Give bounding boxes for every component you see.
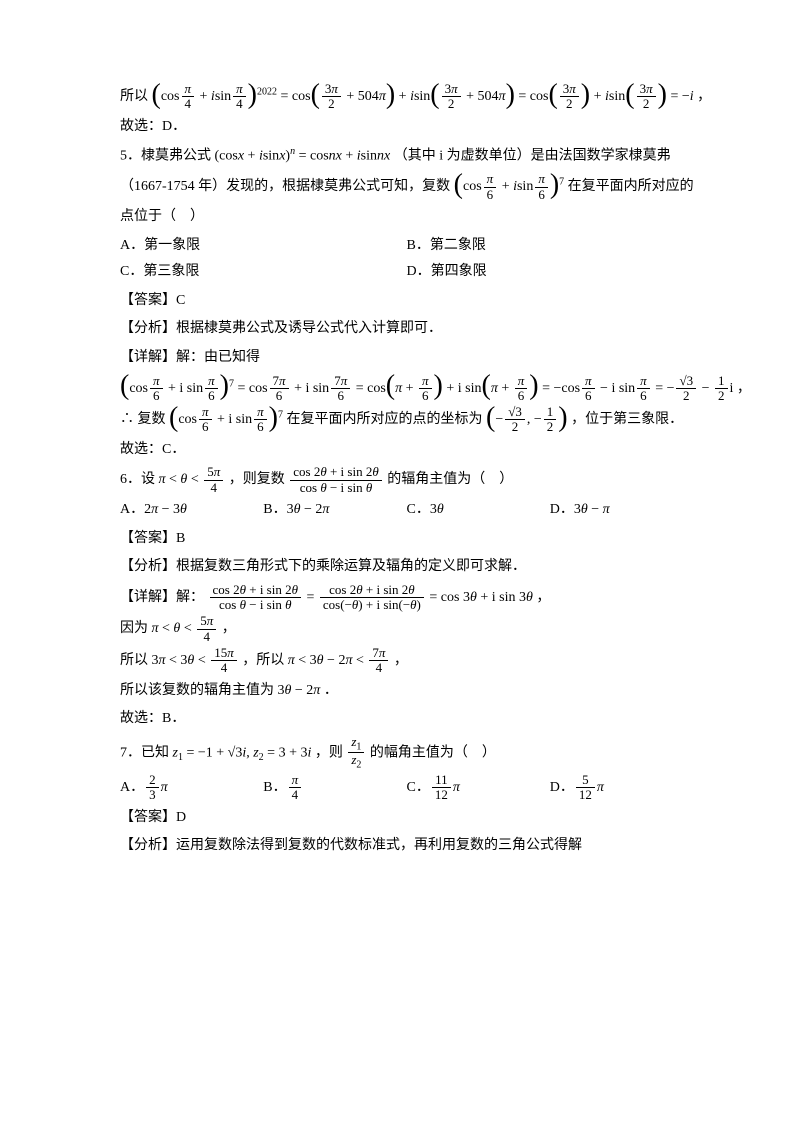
q7-opt-c[interactable]: C．1112π xyxy=(407,773,550,803)
q7-analysis: 【分析】运用复数除法得到复数的代数标准式，再利用复数的三角公式得解 xyxy=(120,833,693,860)
q5-stem3: 点位于（ ） xyxy=(120,204,693,231)
p4-line1: 所以 (cosπ4 + isinπ4)2022 = cos(3π2 + 504π… xyxy=(120,82,693,112)
q7-opt-b[interactable]: B．π4 xyxy=(263,773,406,803)
q5-options: A．第一象限 B．第二象限 C．第三象限 D．第四象限 xyxy=(120,233,693,286)
q5-opt-b[interactable]: B．第二象限 xyxy=(407,233,694,260)
q6-opt-d[interactable]: D．3θ − π xyxy=(550,497,693,524)
q5-answer: 【答案】C xyxy=(120,288,693,315)
q7-opt-d[interactable]: D．512π xyxy=(550,773,693,803)
q6-detail: 【详解】解： cos 2θ + i sin 2θcos θ − i sin θ … xyxy=(120,583,693,613)
q6-so2: 所以该复数的辐角主值为 3θ − 2π ． xyxy=(120,678,693,705)
q6-options: A．2π − 3θ B．3θ − 2π C．3θ D．3θ − π xyxy=(120,497,693,524)
q5-opt-a[interactable]: A．第一象限 xyxy=(120,233,407,260)
q5-detail-calc: (cosπ6 + i sinπ6)7 = cos7π6 + i sin7π6 =… xyxy=(120,374,693,404)
p4-conclusion: 故选：D． xyxy=(120,114,693,141)
p4-exp: 2022 xyxy=(257,86,277,97)
q5-stem1: 5．棣莫弗公式 (cosx + isinx)n = cosnx + isinnx… xyxy=(120,142,693,170)
q7-options: A．23π B．π4 C．1112π D．512π xyxy=(120,773,693,803)
q6-opt-b[interactable]: B．3θ − 2π xyxy=(263,497,406,524)
q5-stem2: （1667-1754 年）发现的，根据棣莫弗公式可知，复数 (cosπ6 + i… xyxy=(120,172,693,202)
q6-conclusion: 故选：B． xyxy=(120,706,693,733)
q5-conclusion: 故选：C． xyxy=(120,437,693,464)
q7-answer: 【答案】D xyxy=(120,805,693,832)
q5-opt-d[interactable]: D．第四象限 xyxy=(407,259,694,286)
q5-analysis: 【分析】根据棣莫弗公式及诱导公式代入计算即可． xyxy=(120,316,693,343)
q5-detail-intro: 【详解】解：由已知得 xyxy=(120,345,693,372)
q6-stem: 6．设 π < θ < 5π4 ，则复数 cos 2θ + i sin 2θco… xyxy=(120,465,693,495)
q6-so1: 所以 3π < 3θ < 15π4 ，所以 π < 3θ − 2π < 7π4 … xyxy=(120,646,693,676)
q6-because: 因为 π < θ < 5π4 ， xyxy=(120,614,693,644)
q6-answer: 【答案】B xyxy=(120,526,693,553)
q6-opt-c[interactable]: C．3θ xyxy=(407,497,550,524)
page: 所以 (cosπ4 + isinπ4)2022 = cos(3π2 + 504π… xyxy=(0,0,793,902)
q5-opt-c[interactable]: C．第三象限 xyxy=(120,259,407,286)
q7-opt-a[interactable]: A．23π xyxy=(120,773,263,803)
q5-therefore: ∴ 复数 (cosπ6 + i sinπ6)7 在复平面内所对应的点的坐标为 (… xyxy=(120,405,693,435)
q6-opt-a[interactable]: A．2π − 3θ xyxy=(120,497,263,524)
q6-analysis: 【分析】根据复数三角形式下的乘除运算及辐角的定义即可求解． xyxy=(120,554,693,581)
p4-prefix: 所以 xyxy=(120,89,148,104)
q7-stem: 7．已知 z1 = −1 + √3i, z2 = 3 + 3i ，则 z1z2 … xyxy=(120,735,693,771)
